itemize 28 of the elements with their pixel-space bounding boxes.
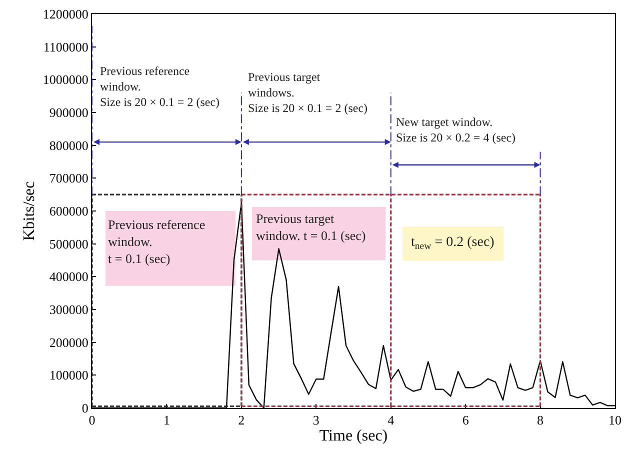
x-axis-title: Time (sec) xyxy=(319,428,388,445)
x-tick-label: 8 xyxy=(537,412,544,428)
annotation: New target window. Size is 20 × 0.2 = 4 (sec) xyxy=(396,115,516,145)
x-tick-label: 1 xyxy=(163,412,170,428)
y-tick-label: 600000 xyxy=(49,204,88,219)
y-tick-label: 200000 xyxy=(49,334,88,350)
y-tick-label: 0 xyxy=(82,400,88,416)
x-tick-label: 4 xyxy=(388,412,395,428)
y-tick-label: 100000 xyxy=(49,368,88,383)
y-tick-label: 800000 xyxy=(49,138,88,153)
y-tick-label: 900000 xyxy=(49,105,88,120)
y-tick-label: 1200000 xyxy=(42,6,88,22)
x-tick-label: 10 xyxy=(608,412,622,428)
y-tick-label: 1000000 xyxy=(42,72,88,88)
y-tick-label: 700000 xyxy=(49,170,88,186)
y-tick-label: 400000 xyxy=(49,269,88,284)
annotation: Previous reference window. Size is 20 × 0.1 = 2 (sec) xyxy=(100,64,220,110)
x-tick-label: 6 xyxy=(462,412,470,428)
x-tick-label: 2 xyxy=(238,412,245,428)
annotation: Previous reference window. t = 0.1 (sec) xyxy=(108,217,206,266)
y-tick-label: 500000 xyxy=(49,236,88,252)
y-tick-label: 1100000 xyxy=(43,39,88,54)
y-tick-label: 300000 xyxy=(49,302,88,318)
y-axis-title: Kbits/sec xyxy=(20,181,38,241)
x-tick-label: 3 xyxy=(312,412,320,428)
annotation: Previous target windows. Size is 20 × 0.1 = 2 (sec) xyxy=(248,70,368,116)
annotation: t$_{new}$ = 0.2 (sec) xyxy=(411,235,495,252)
annotation: Previous target window. t = 0.1 (sec) xyxy=(256,211,366,243)
